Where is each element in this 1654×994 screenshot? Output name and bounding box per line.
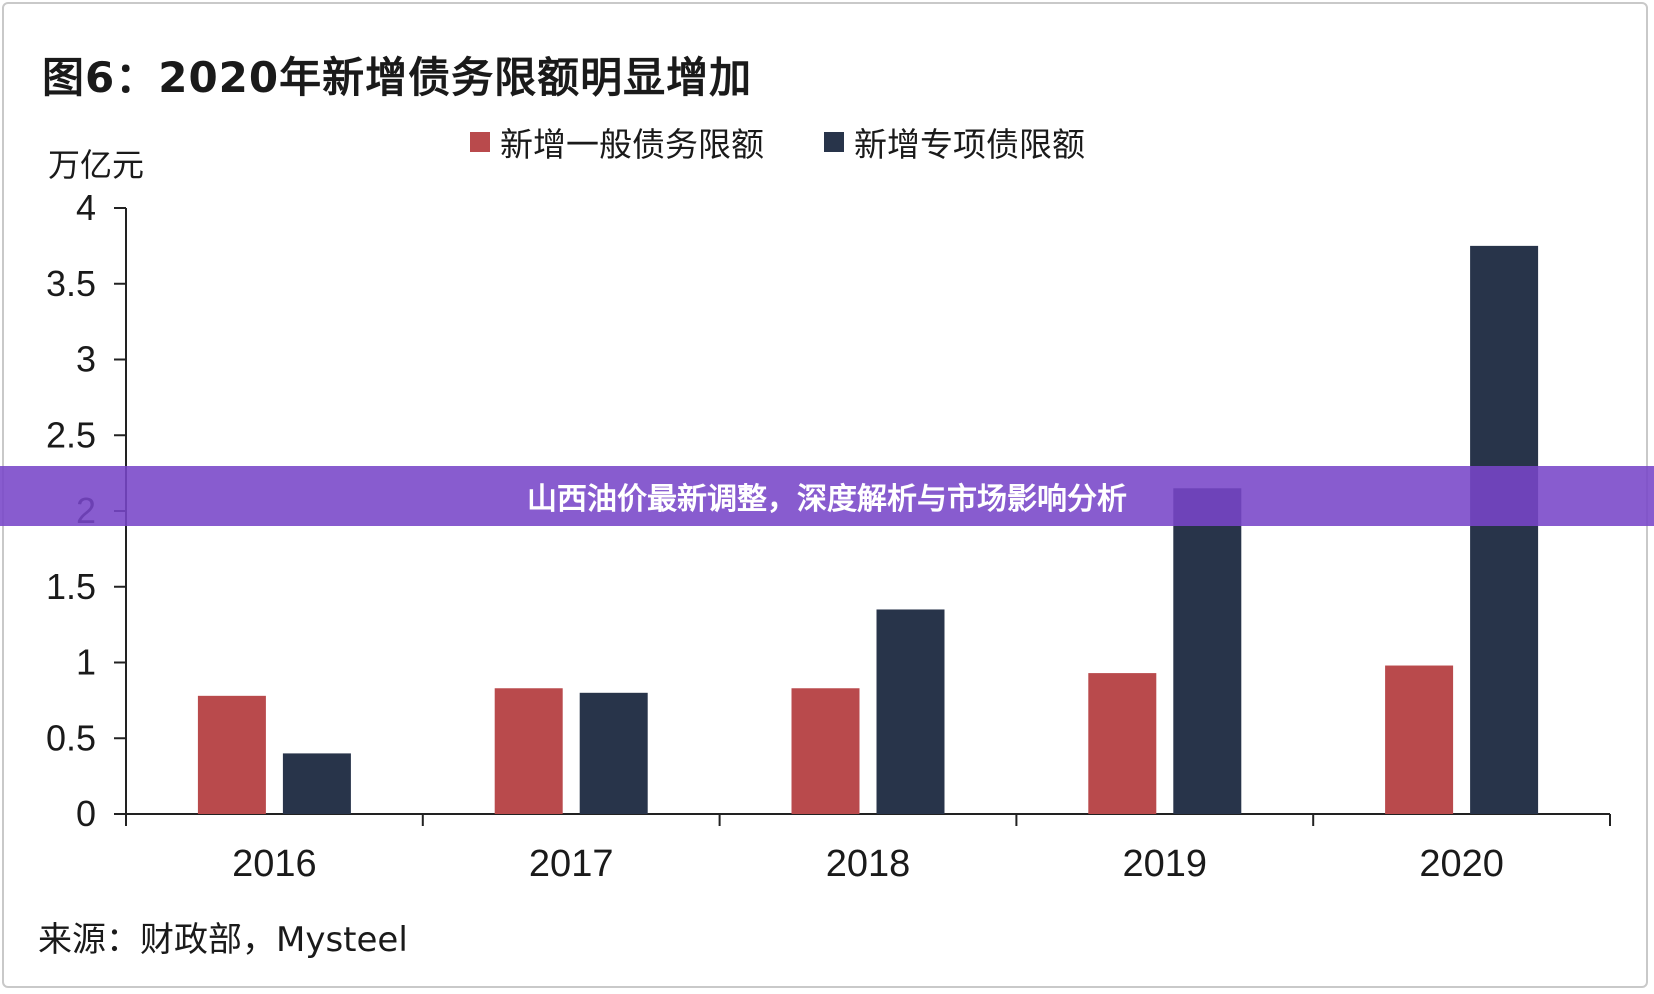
x-tick-label: 2017	[529, 843, 614, 885]
x-tick-label: 2020	[1419, 843, 1504, 885]
headline-text: 山西油价最新调整，深度解析与市场影响分析	[527, 482, 1127, 517]
bar-special-2020	[1470, 245, 1539, 814]
legend-item-special: 新增专项债限额	[824, 118, 1085, 166]
x-tick-label: 2016	[232, 843, 317, 885]
y-tick-label: 2.5	[46, 414, 96, 455]
bar-special-2017	[579, 692, 648, 814]
legend: 新增一般债务限额 新增专项债限额	[470, 118, 1085, 166]
bar-general-2017	[494, 688, 563, 814]
bar-general-2018	[791, 688, 860, 814]
legend-swatch-special	[824, 132, 844, 152]
y-axis-unit-label: 万亿元	[48, 146, 145, 184]
y-tick-label: 1	[76, 642, 96, 683]
bar-general-2020	[1385, 665, 1454, 814]
chart-title: 图6：2020年新增债务限额明显增加	[42, 53, 753, 102]
bar-general-2016	[197, 695, 266, 814]
bar-special-2019	[1173, 488, 1242, 814]
y-tick-label: 0.5	[46, 717, 96, 758]
y-tick-label: 3.5	[46, 263, 96, 304]
bar-special-2018	[876, 609, 945, 814]
legend-label-general: 新增一般债务限额	[500, 125, 764, 164]
y-tick-label: 1.5	[46, 566, 96, 607]
legend-item-general: 新增一般债务限额	[470, 118, 764, 166]
y-tick-label: 4	[76, 187, 96, 228]
x-tick-label: 2019	[1123, 843, 1208, 885]
source-note: 来源：财政部，Mysteel	[38, 920, 408, 960]
y-tick-label: 3	[76, 339, 96, 380]
headline-banner: 山西油价最新调整，深度解析与市场影响分析	[0, 466, 1654, 526]
legend-label-special: 新增专项债限额	[854, 125, 1085, 164]
bar-general-2019	[1088, 673, 1157, 814]
legend-swatch-general	[470, 132, 490, 152]
y-tick-label: 0	[76, 793, 96, 834]
x-tick-label: 2018	[826, 843, 911, 885]
bar-special-2016	[282, 753, 351, 814]
